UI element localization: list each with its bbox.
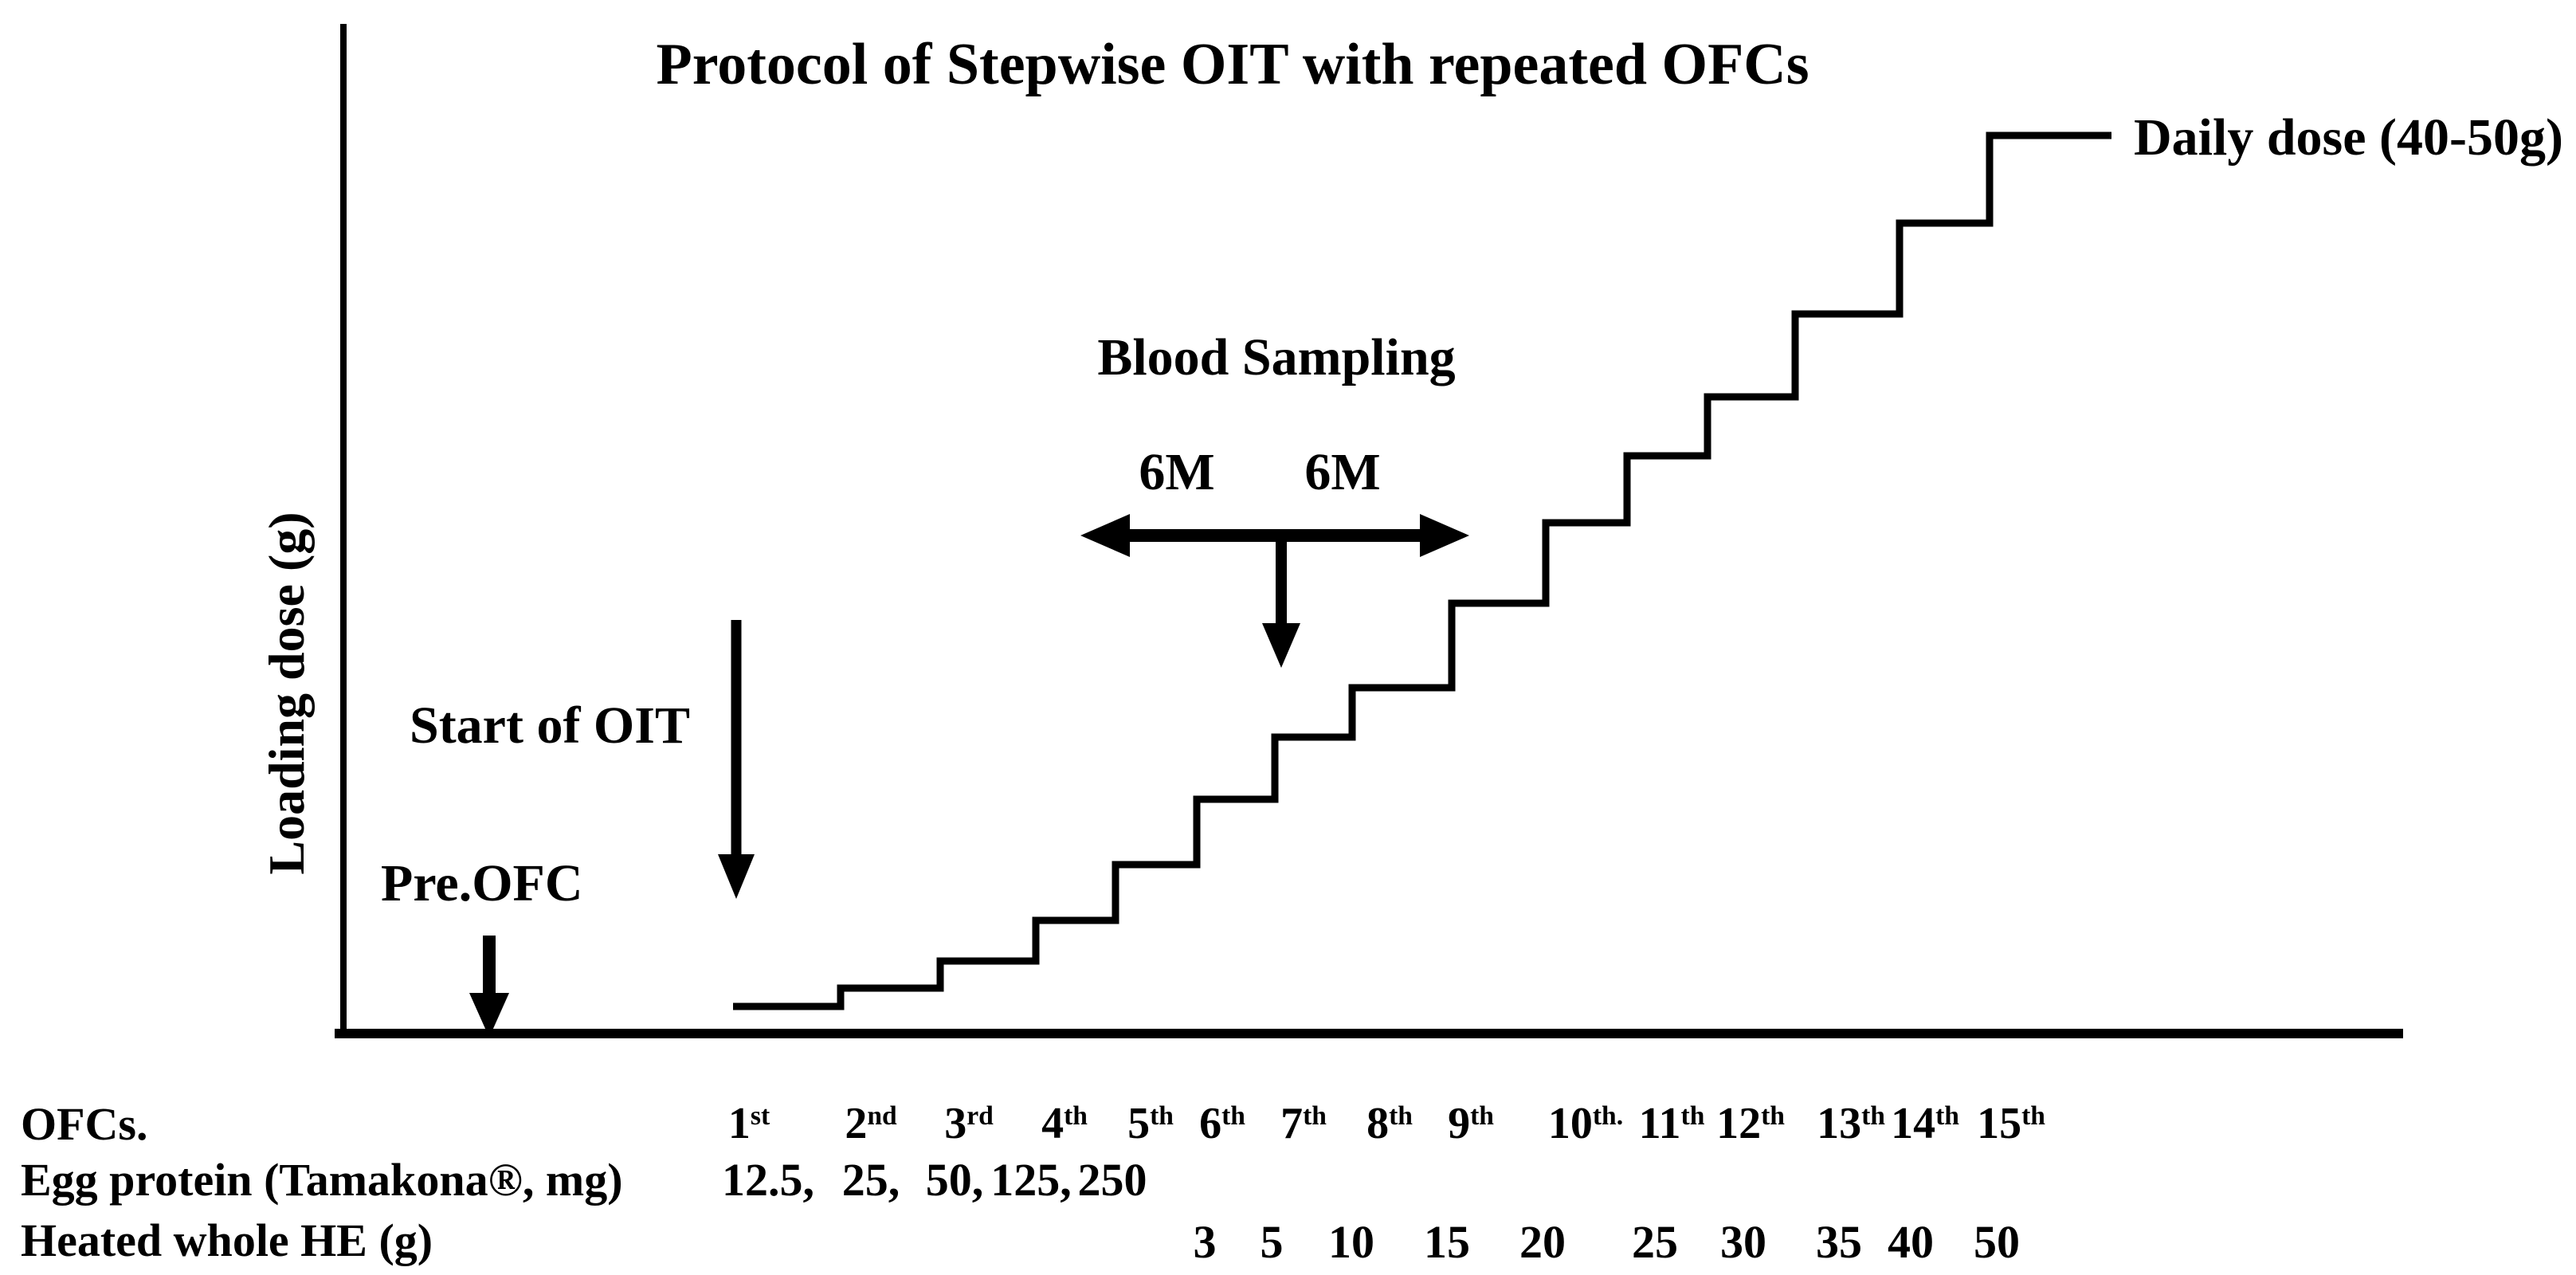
egg-protein-value: 25, (841, 1154, 900, 1206)
ofc-ordinal: 4th (1041, 1099, 1088, 1148)
six-month-right-label: 6M (1304, 443, 1381, 501)
egg-protein-value: 250 (1077, 1154, 1147, 1206)
ofc-ordinal: 2nd (845, 1099, 897, 1148)
heated-he-value: 10 (1328, 1216, 1374, 1268)
heated-he-value: 40 (1888, 1216, 1934, 1268)
ofc-ordinal: 8th (1366, 1099, 1413, 1148)
egg-protein-value: 125, (990, 1154, 1072, 1206)
heated-he-value: 5 (1260, 1216, 1284, 1268)
ofc-row-label: OFCs. (21, 1098, 148, 1150)
six-month-double-arrow (1080, 514, 1469, 557)
heated-he-value: 3 (1193, 1216, 1217, 1268)
ofc-ordinal: 10th. (1547, 1099, 1624, 1148)
ofc-ordinal: 3rd (944, 1099, 994, 1148)
y-axis-label: Loading dose (g) (258, 512, 315, 875)
heated-he-value: 50 (1974, 1216, 2020, 1268)
blood-sampling-down-arrow (1262, 536, 1300, 668)
ofc-ordinal: 9th (1448, 1099, 1494, 1148)
ofc-ordinal: 5th (1127, 1099, 1174, 1148)
staircase-dose-line (733, 131, 2111, 1010)
six-month-left-label: 6M (1139, 443, 1215, 501)
start-oit-label: Start of OIT (410, 696, 690, 755)
ofc-ordinal: 6th (1199, 1099, 1245, 1148)
ofc-ordinal: 13th (1817, 1099, 1885, 1148)
ofc-ordinal: 11th (1638, 1099, 1705, 1148)
ofc-ordinal: 14th (1891, 1099, 1959, 1148)
pre-ofc-label: Pre.OFC (381, 854, 583, 912)
egg-protein-value: 12.5, (722, 1154, 814, 1206)
heated-he-value: 25 (1632, 1216, 1678, 1268)
ofc-ordinal: 7th (1280, 1099, 1327, 1148)
egg-protein-value: 50, (925, 1154, 984, 1206)
ofc-ordinal: 12th (1716, 1099, 1785, 1148)
daily-dose-label: Daily dose (40-50g) (2134, 108, 2563, 167)
heated-he-value: 35 (1816, 1216, 1862, 1268)
pre-ofc-arrow (469, 936, 509, 1038)
ofc-ordinal: 15th (1977, 1099, 2045, 1148)
egg-row-label: Egg protein (Tamakona®, mg) (21, 1154, 623, 1206)
heated-he-value: 15 (1424, 1216, 1470, 1268)
heated-he-value: 20 (1519, 1216, 1566, 1268)
blood-sampling-label: Blood Sampling (1097, 328, 1456, 386)
start-oit-arrow (718, 620, 755, 899)
he-row-label: Heated whole HE (g) (21, 1214, 433, 1266)
ofc-ordinal: 1st (727, 1099, 770, 1148)
heated-he-value: 30 (1720, 1216, 1766, 1268)
figure-title: Protocol of Stepwise OIT with repeated O… (656, 32, 1809, 97)
